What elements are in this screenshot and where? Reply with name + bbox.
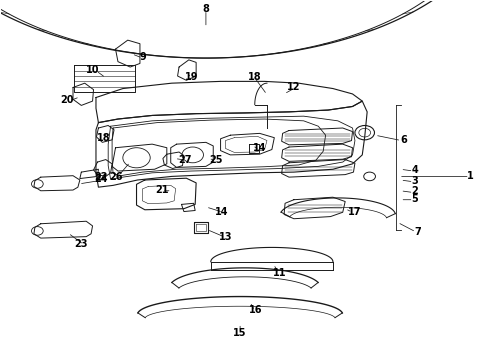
Text: 24: 24 (94, 174, 108, 184)
Text: 10: 10 (86, 64, 99, 75)
Text: 19: 19 (185, 72, 198, 82)
Text: 18: 18 (248, 72, 262, 82)
Text: 13: 13 (219, 232, 232, 242)
Text: 21: 21 (155, 185, 169, 195)
Text: 12: 12 (287, 82, 300, 93)
Text: 6: 6 (400, 135, 407, 145)
Text: 3: 3 (412, 176, 418, 186)
Text: 26: 26 (109, 172, 122, 182)
Text: 14: 14 (215, 207, 228, 217)
Text: 15: 15 (233, 328, 247, 338)
Text: 7: 7 (415, 227, 421, 237)
Text: 27: 27 (179, 154, 192, 165)
Text: 16: 16 (249, 305, 263, 315)
Text: 22: 22 (94, 172, 108, 182)
Text: 5: 5 (412, 194, 418, 204)
Text: 1: 1 (467, 171, 474, 181)
Text: 23: 23 (74, 239, 88, 249)
Text: 2: 2 (412, 186, 418, 197)
Text: 4: 4 (412, 165, 418, 175)
Text: 9: 9 (139, 52, 146, 62)
Text: 18: 18 (97, 133, 110, 143)
Text: 20: 20 (60, 95, 74, 105)
Text: 14: 14 (253, 143, 267, 153)
Text: 11: 11 (273, 267, 287, 278)
Text: 25: 25 (209, 154, 222, 165)
Text: 17: 17 (348, 207, 361, 217)
Text: 8: 8 (202, 4, 209, 14)
